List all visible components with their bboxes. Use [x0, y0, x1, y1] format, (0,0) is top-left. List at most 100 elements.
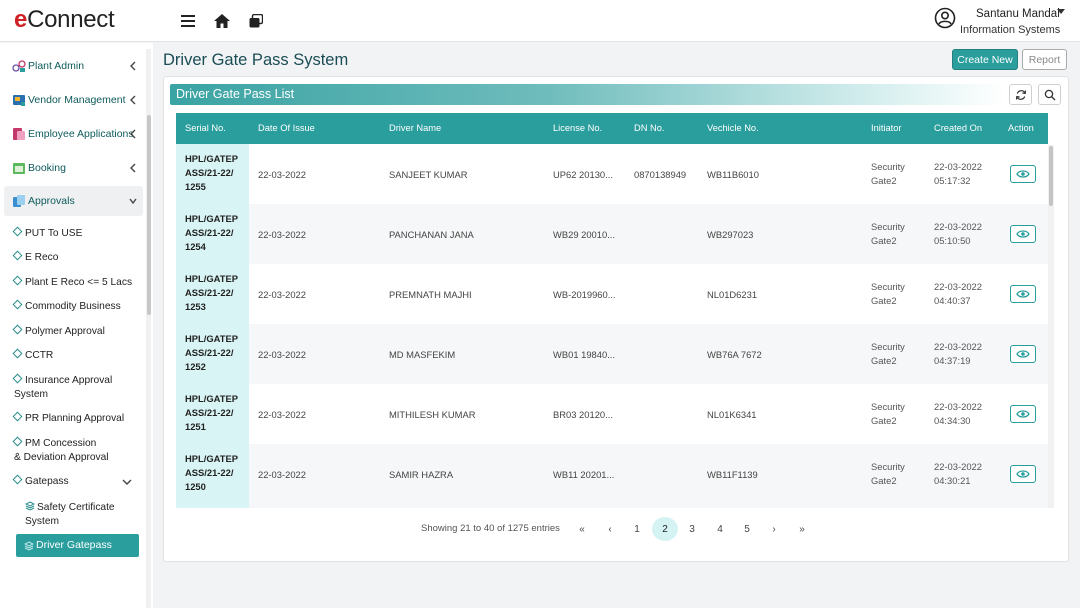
column-header-driver-name[interactable]: Driver Name	[389, 123, 442, 133]
cell-serial-no: HPL/GATEP ASS/21-22/ 1252	[185, 333, 238, 372]
view-button[interactable]	[1010, 465, 1036, 483]
sidebar-subitem-gatepass[interactable]: Gatepass	[12, 474, 139, 489]
column-header-license-no[interactable]: License No.	[553, 123, 603, 133]
page-button-5[interactable]: 5	[744, 523, 750, 535]
create-new-button[interactable]: Create New	[952, 49, 1018, 70]
cell-serial-no: HPL/GATEP ASS/21-22/ 1253	[185, 273, 238, 312]
eye-icon	[1016, 230, 1030, 238]
sidebar-subitem-pm-concession[interactable]: PM Concession & Deviation Approval	[12, 436, 109, 463]
page-button-2-current[interactable]: 2	[652, 517, 678, 541]
view-button[interactable]	[1010, 165, 1036, 183]
table-scroll-thumb[interactable]	[1049, 146, 1053, 206]
list-title: Driver Gate Pass List	[176, 87, 295, 101]
table-row[interactable]: HPL/GATEP ASS/21-22/ 1253 22-03-2022 PRE…	[176, 264, 1048, 324]
sidebar-item-vendor-management[interactable]: Vendor Management	[4, 85, 143, 115]
table-row[interactable]: HPL/GATEP ASS/21-22/ 1255 22-03-2022 SAN…	[176, 144, 1048, 204]
cell-date-of-issue: 22-03-2022	[258, 349, 306, 360]
eye-icon	[1016, 350, 1030, 358]
cell-serial-no: HPL/GATEP ASS/21-22/ 1255	[185, 153, 238, 192]
sidebar-item-booking[interactable]: Booking	[4, 153, 143, 183]
view-button[interactable]	[1010, 225, 1036, 243]
user-menu-caret-icon[interactable]	[1057, 9, 1065, 14]
column-header-dn-no[interactable]: DN No.	[634, 123, 665, 133]
cell-license-no: WB11 20201...	[553, 469, 615, 480]
chevron-left-icon	[130, 129, 136, 139]
column-header-created-on[interactable]: Created On	[934, 123, 983, 133]
cell-vehicle-no: NL01D6231	[707, 289, 758, 300]
cell-date-of-issue: 22-03-2022	[258, 229, 306, 240]
layers-icon	[24, 501, 36, 511]
column-header-serial-no[interactable]: Serial No.	[185, 123, 226, 133]
cell-license-no: UP62 20130...	[553, 169, 613, 180]
hamburger-menu-icon[interactable]	[178, 11, 198, 31]
diamond-icon	[12, 275, 23, 286]
search-button[interactable]	[1038, 84, 1061, 105]
chevron-down-icon	[122, 479, 132, 485]
cell-created-on: 22-03-2022 04:37:19	[934, 341, 982, 366]
app-logo[interactable]: eConnect	[14, 6, 115, 33]
page-button-3[interactable]: 3	[689, 523, 695, 535]
sidebar-subitem-polymer-approval[interactable]: Polymer Approval	[12, 324, 105, 339]
column-header-initiator[interactable]: Initiator	[871, 123, 902, 133]
cell-driver-name: SANJEET KUMAR	[389, 169, 468, 180]
chevron-down-icon	[129, 198, 137, 205]
table-row[interactable]: HPL/GATEP ASS/21-22/ 1252 22-03-2022 MD …	[176, 324, 1048, 384]
sidebar-subitem-pr-planning-approval[interactable]: PR Planning Approval	[12, 411, 124, 426]
first-page-button[interactable]: «	[579, 523, 585, 535]
sidebar-subitem-safety-certificate[interactable]: Safety Certificate System	[24, 501, 115, 527]
employee-applications-icon	[13, 128, 25, 140]
cell-initiator: Security Gate2	[871, 161, 905, 186]
home-icon[interactable]	[212, 11, 232, 31]
sidebar-subitem-driver-gatepass[interactable]: Driver Gatepass	[16, 534, 139, 557]
sidebar-scrollbar[interactable]	[146, 49, 151, 608]
next-page-button[interactable]: ›	[772, 523, 776, 535]
last-page-button[interactable]: »	[799, 523, 805, 535]
list-header: Driver Gate Pass List	[170, 84, 1006, 105]
cell-serial-no: HPL/GATEP ASS/21-22/ 1254	[185, 213, 238, 252]
sidebar-subitem-commodity-business[interactable]: Commodity Business	[12, 299, 121, 314]
sidebar-subitem-plant-e-reco[interactable]: Plant E Reco <= 5 Lacs	[12, 275, 132, 290]
user-name[interactable]: Santanu Mandal	[976, 8, 1060, 20]
refresh-button[interactable]	[1009, 84, 1032, 105]
table-row[interactable]: HPL/GATEP ASS/21-22/ 1251 22-03-2022 MIT…	[176, 384, 1048, 444]
diamond-icon	[12, 373, 23, 384]
page-title: Driver Gate Pass System	[163, 51, 349, 69]
view-button[interactable]	[1010, 285, 1036, 303]
sidebar-subitem-e-reco[interactable]: E Reco	[12, 250, 58, 265]
chevron-left-icon	[130, 61, 136, 71]
pagination-summary: Showing 21 to 40 of 1275 entries	[421, 523, 560, 534]
table-header: Serial No. Date Of Issue Driver Name Lic…	[176, 113, 1048, 144]
cell-vehicle-no: WB76A 7672	[707, 349, 762, 360]
view-button[interactable]	[1010, 345, 1036, 363]
cell-vehicle-no: WB11B6010	[707, 169, 759, 180]
previous-page-button[interactable]: ‹	[608, 523, 612, 535]
sidebar-item-employee-applications[interactable]: Employee Applications	[4, 119, 143, 149]
cell-driver-name: MITHILESH KUMAR	[389, 409, 476, 420]
table-row[interactable]: HPL/GATEP ASS/21-22/ 1254 22-03-2022 PAN…	[176, 204, 1048, 264]
page-button-4[interactable]: 4	[717, 523, 723, 535]
column-header-action: Action	[1008, 123, 1034, 133]
sidebar-item-plant-admin[interactable]: Plant Admin	[4, 51, 143, 81]
column-header-date-of-issue[interactable]: Date Of Issue	[258, 123, 315, 133]
plant-admin-icon	[12, 60, 26, 72]
sidebar-subitem-insurance-approval[interactable]: Insurance Approval System	[12, 373, 113, 400]
apps-icon[interactable]	[246, 11, 266, 31]
table-row[interactable]: HPL/GATEP ASS/21-22/ 1250 22-03-2022 SAM…	[176, 444, 1048, 508]
sidebar-item-approvals[interactable]: Approvals	[4, 186, 143, 216]
chevron-left-icon	[130, 95, 136, 105]
column-header-vehicle-no[interactable]: Vechicle No.	[707, 123, 759, 133]
sidebar-subitem-put-to-use[interactable]: PUT To USE	[12, 226, 82, 241]
user-avatar-icon[interactable]	[934, 7, 956, 29]
top-bar: eConnect Santanu Mandal Information Syst…	[0, 0, 1080, 42]
table-scrollbar[interactable]	[1048, 145, 1054, 508]
report-button[interactable]: Report	[1022, 49, 1067, 70]
cell-vehicle-no: NL01K6341	[707, 409, 757, 420]
cell-created-on: 22-03-2022 04:40:37	[934, 281, 982, 306]
sidebar-scroll-thumb[interactable]	[147, 115, 151, 315]
sidebar-subitem-cctr[interactable]: CCTR	[12, 348, 53, 363]
cell-driver-name: MD MASFEKIM	[389, 349, 456, 360]
view-button[interactable]	[1010, 405, 1036, 423]
page-button-1[interactable]: 1	[634, 523, 640, 535]
cell-initiator: Security Gate2	[871, 281, 905, 306]
cell-created-on: 22-03-2022 05:17:32	[934, 161, 982, 186]
